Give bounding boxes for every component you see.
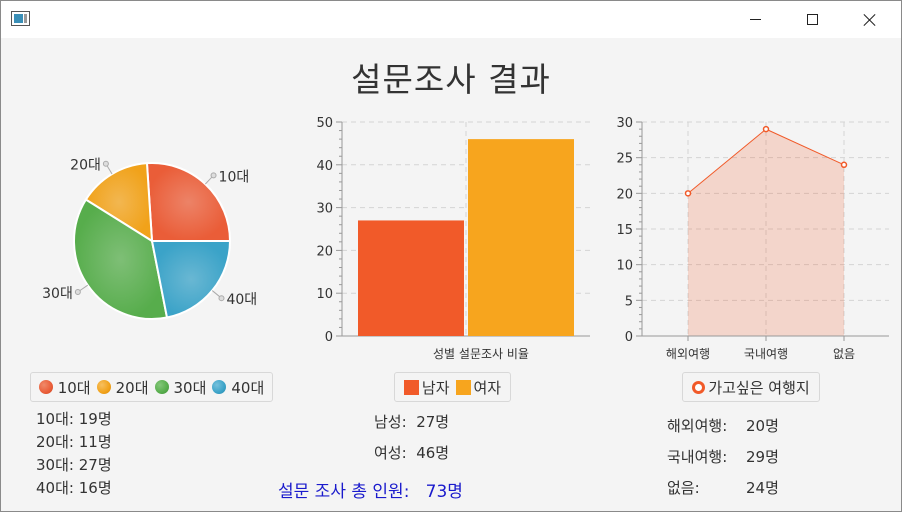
pie-label-dot-2 bbox=[102, 160, 109, 167]
area-x-tick-label: 없음 bbox=[833, 347, 855, 361]
legend-item-female: 여자 bbox=[455, 377, 502, 398]
legend-marker-10s bbox=[38, 380, 53, 394]
app-icon bbox=[11, 11, 30, 26]
legend-label-10s: 10대 bbox=[57, 378, 91, 397]
area-y-tick-label: 10 bbox=[616, 259, 633, 274]
pie-legend: 10대 20대 30대 40대 bbox=[30, 372, 273, 402]
bar-chart: 0 10 20 30 40 50 성별 설문조사 비율 bbox=[316, 116, 590, 361]
travel-stat-none: 없음: 24명 bbox=[667, 479, 779, 497]
pie-slice-1 bbox=[145, 162, 232, 242]
area-x-tick-label: 국내여행 bbox=[744, 346, 788, 361]
pie-label-4: 40대 bbox=[226, 292, 257, 308]
area-point-2 bbox=[762, 125, 770, 133]
bar-y-tick-label: 20 bbox=[316, 244, 333, 259]
pie-label-dot-4 bbox=[218, 295, 225, 302]
total-respondents: 설문 조사 총 인원: 73명 bbox=[278, 477, 463, 502]
area-y-tick-label: 25 bbox=[616, 152, 633, 167]
title-bar bbox=[1, 1, 901, 38]
maximize-button[interactable] bbox=[789, 1, 835, 38]
legend-label-20s: 20대 bbox=[115, 378, 149, 397]
legend-marker-travel bbox=[692, 380, 706, 394]
bar-y-tick-label: 0 bbox=[325, 330, 333, 345]
pie-label-3: 30대 bbox=[42, 286, 73, 302]
pie-label-1: 10대 bbox=[219, 169, 250, 185]
area-chart: 0 5 10 15 20 25 30 해외여행 국내여행 없음 bbox=[616, 116, 889, 361]
age-stat-20s: 20대: 11명 bbox=[36, 433, 112, 451]
bar-x-tick-label: 성별 설문조사 비율 bbox=[433, 347, 529, 361]
legend-marker-30s bbox=[154, 380, 169, 394]
maximize-icon bbox=[806, 14, 818, 25]
area-legend: 가고싶은 여행지 bbox=[682, 372, 820, 402]
bar-y-tick-label: 40 bbox=[316, 159, 333, 174]
minimize-icon bbox=[749, 19, 761, 20]
total-label: 설문 조사 총 인원: bbox=[278, 482, 410, 502]
legend-marker-40s bbox=[212, 380, 227, 394]
close-button[interactable] bbox=[847, 1, 893, 38]
page-title: 설문조사 결과 bbox=[351, 60, 551, 99]
legend-item-travel: 가고싶은 여행지 bbox=[692, 377, 810, 398]
pie-chart: 10대 20대 30대 40대 bbox=[42, 158, 257, 320]
total-value: 73명 bbox=[425, 482, 463, 502]
legend-item-40s: 40대 bbox=[212, 377, 264, 398]
area-point-3 bbox=[840, 161, 848, 169]
pie-label-dot-3 bbox=[74, 289, 81, 296]
bar-1 bbox=[358, 220, 464, 336]
pie-label-dot-1 bbox=[210, 172, 217, 179]
legend-label-30s: 30대 bbox=[173, 378, 207, 397]
legend-marker-male bbox=[403, 379, 419, 395]
travel-stat-domestic: 국내여행: 29명 bbox=[667, 448, 779, 466]
legend-label-female: 여자 bbox=[473, 378, 502, 397]
travel-stat-overseas: 해외여행: 20명 bbox=[667, 417, 779, 435]
legend-item-20s: 20대 bbox=[96, 377, 149, 398]
area-y-tick-label: 0 bbox=[625, 330, 633, 345]
bar-2 bbox=[468, 139, 574, 336]
bar-y-tick-label: 30 bbox=[316, 202, 333, 217]
legend-item-male: 남자 bbox=[403, 377, 450, 398]
legend-item-10s: 10대 bbox=[38, 377, 91, 398]
bar-y-tick-label: 10 bbox=[316, 287, 333, 302]
area-y-tick-label: 30 bbox=[616, 116, 633, 131]
area-y-tick-label: 5 bbox=[625, 294, 633, 309]
area-point-1 bbox=[684, 190, 692, 197]
pie-slice-2 bbox=[84, 162, 154, 243]
bar-legend: 남자 여자 bbox=[394, 372, 511, 402]
age-stat-30s: 30대: 27명 bbox=[36, 456, 112, 474]
area-x-tick-label: 해외여행 bbox=[666, 346, 710, 361]
pie-label-2: 20대 bbox=[70, 158, 101, 174]
legend-label-male: 남자 bbox=[421, 378, 450, 397]
legend-item-30s: 30대 bbox=[154, 377, 207, 398]
age-stat-10s: 10대: 19명 bbox=[36, 410, 112, 428]
close-icon bbox=[863, 13, 877, 27]
area-y-tick-label: 15 bbox=[616, 223, 633, 238]
gender-stat-female: 여성: 46명 bbox=[374, 444, 450, 462]
age-stat-40s: 40대: 16명 bbox=[36, 479, 112, 497]
minimize-button[interactable] bbox=[732, 1, 778, 38]
legend-marker-20s bbox=[96, 380, 111, 394]
area-y-tick-label: 20 bbox=[616, 187, 633, 202]
bar-y-tick-label: 50 bbox=[316, 116, 333, 131]
area-fill bbox=[688, 129, 844, 336]
legend-label-40s: 40대 bbox=[231, 378, 265, 397]
pie-slice-3 bbox=[73, 198, 169, 320]
legend-label-travel: 가고싶은 여행지 bbox=[708, 378, 810, 397]
legend-marker-female bbox=[455, 379, 471, 395]
gender-stat-male: 남성: 27명 bbox=[374, 413, 450, 431]
pie-slice-4 bbox=[150, 240, 232, 319]
